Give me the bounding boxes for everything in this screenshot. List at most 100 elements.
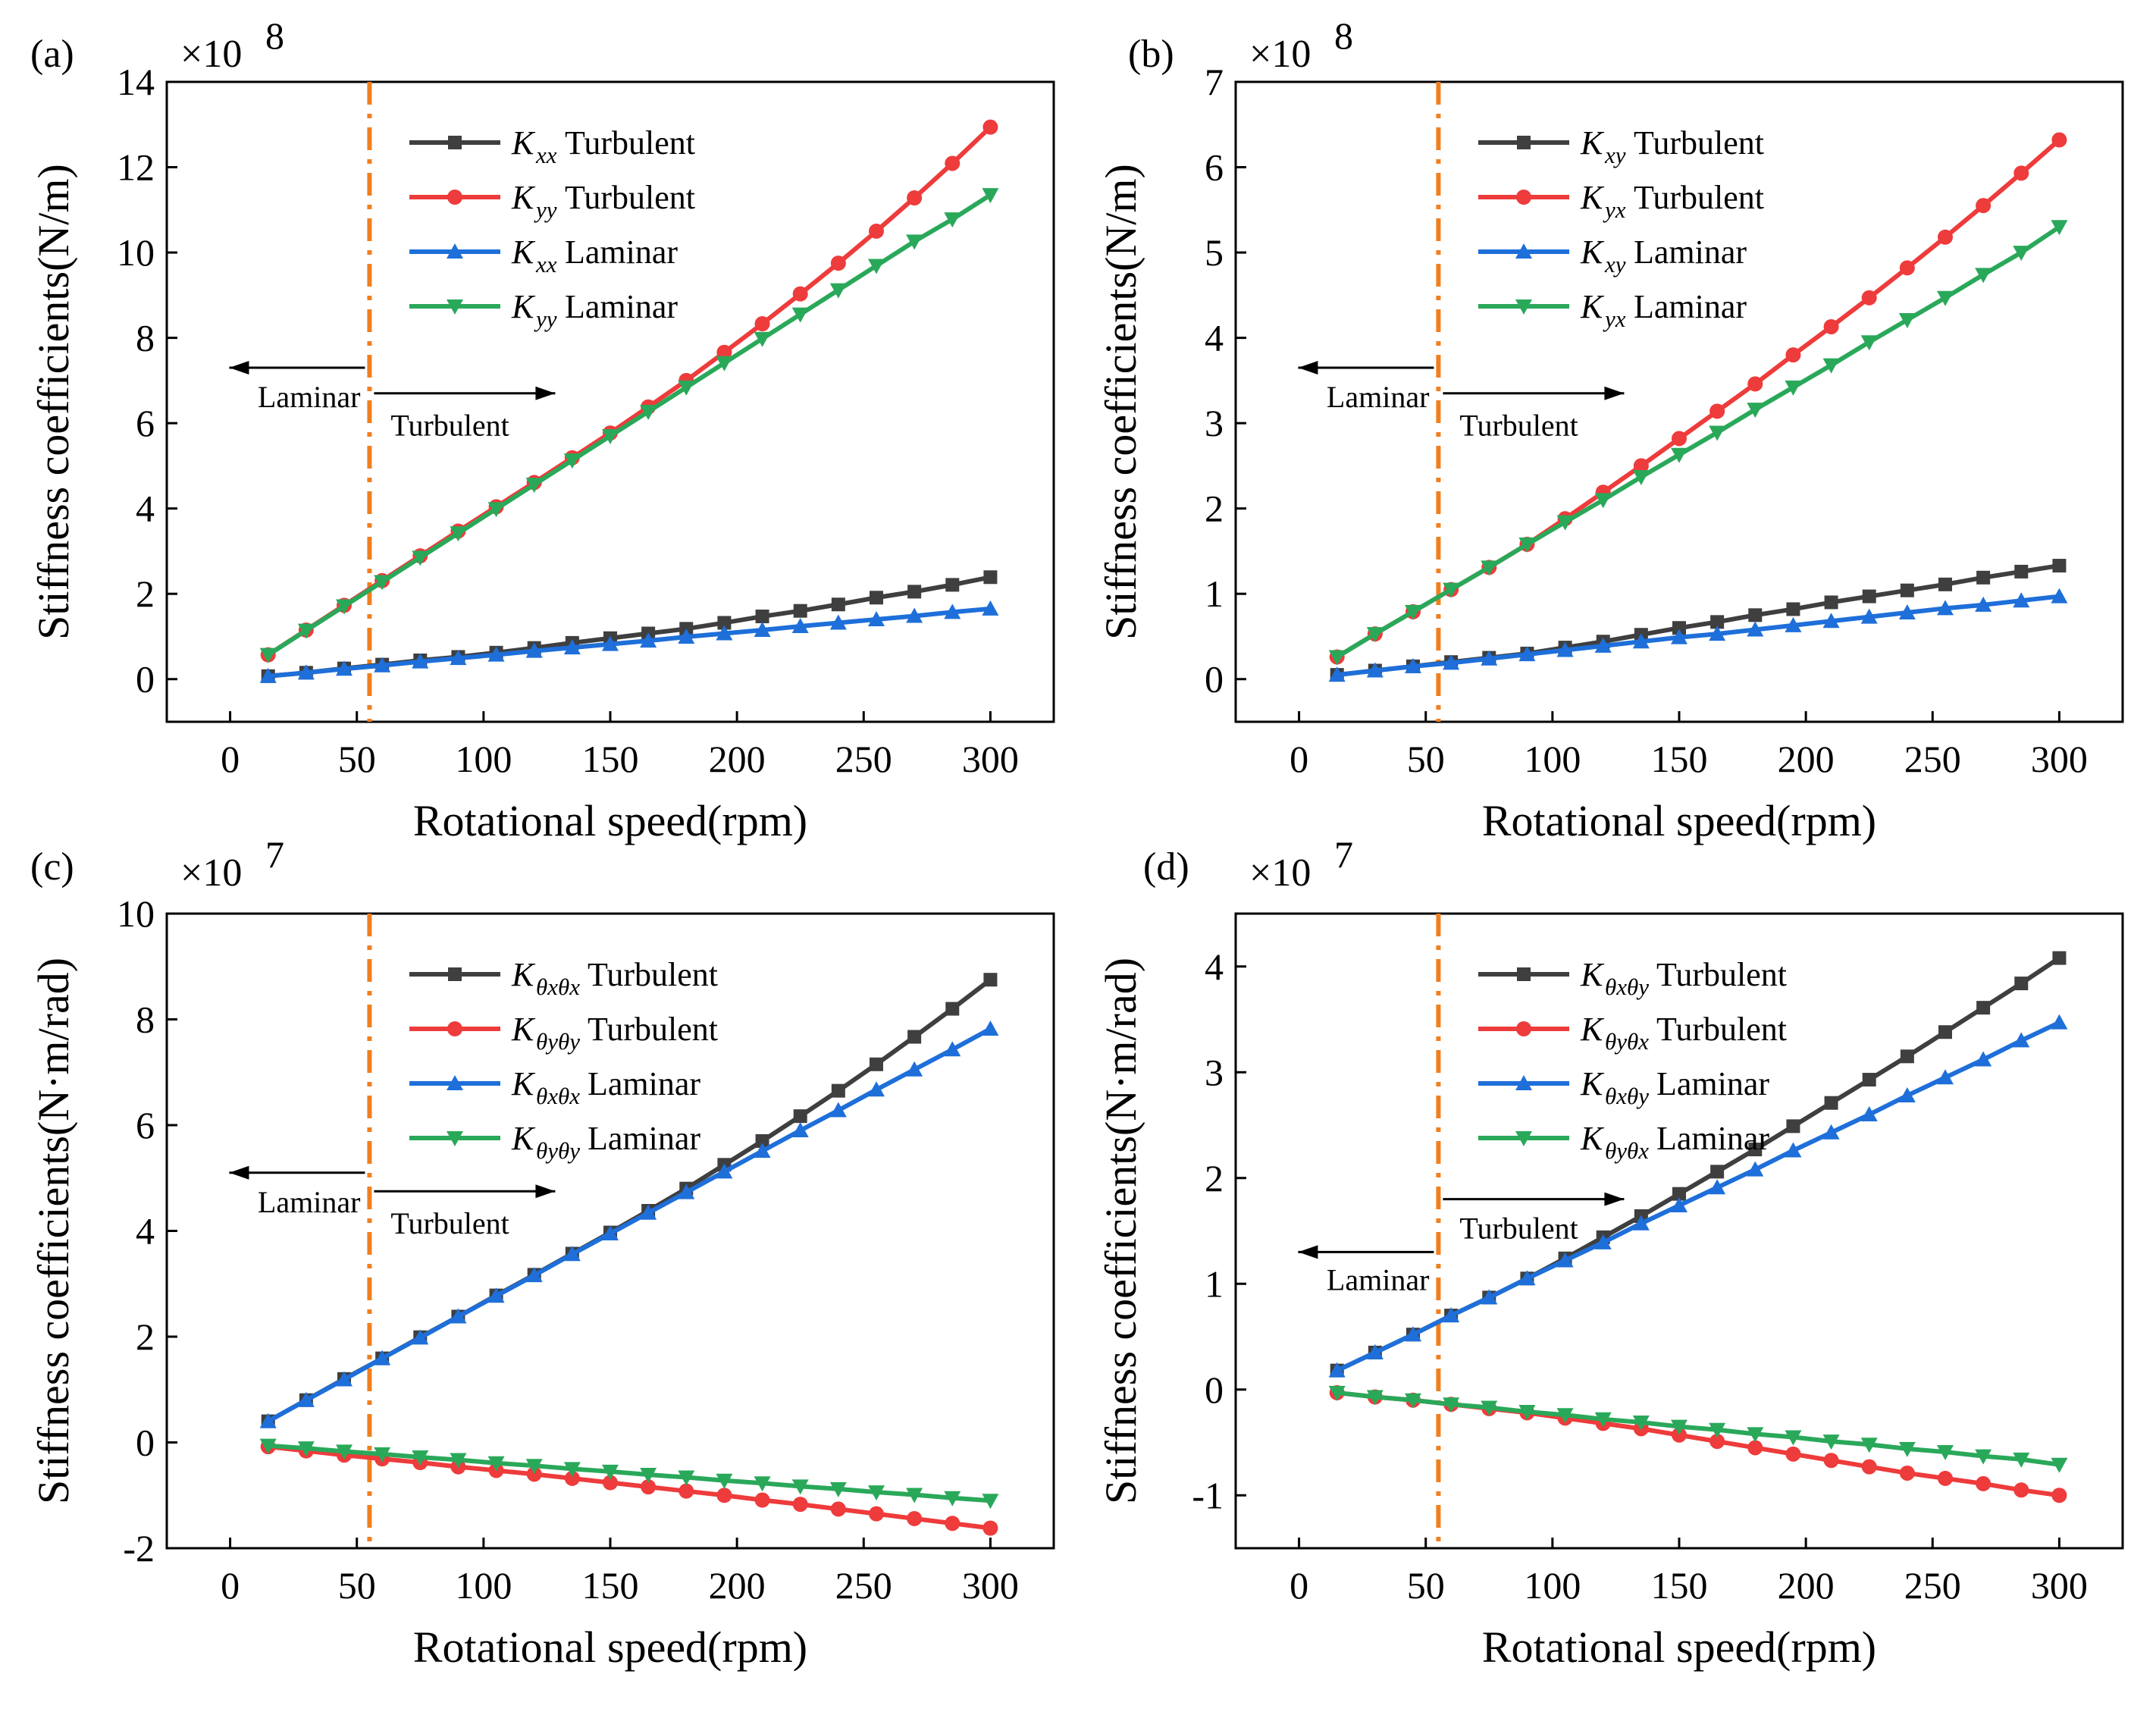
y-tick-label: -2: [123, 1527, 155, 1569]
x-tick-label: 300: [962, 1564, 1019, 1607]
legend-label: Turbulent: [588, 956, 718, 993]
x-tick-label: 250: [1904, 738, 1961, 780]
x-tick-label: 150: [582, 1564, 639, 1607]
data-point: [1405, 1393, 1421, 1409]
data-point: [678, 1184, 695, 1199]
annotation-turbulent: Turbulent: [390, 409, 509, 443]
data-point: [755, 1133, 769, 1148]
data-point: [1710, 615, 1725, 629]
data-point: [602, 429, 619, 445]
x-tick-label: 100: [1524, 1564, 1581, 1607]
data-point: [1443, 654, 1460, 670]
data-point: [1822, 1434, 1840, 1450]
chart-panel-4: 0 50 100 150 200 250 300 -1 0 1 2 3 4 Rotational spee…: [1096, 833, 2124, 1672]
arrow-turbulent: [374, 1184, 556, 1199]
data-point: [450, 1453, 467, 1469]
data-point: [1785, 1446, 1801, 1462]
data-point: [2051, 588, 2068, 604]
data-point: [945, 1516, 960, 1532]
data-point: [1671, 1419, 1688, 1435]
data-point: [412, 653, 429, 669]
arrow-laminar: [229, 1165, 365, 1180]
data-point: [1747, 403, 1764, 419]
data-point: [1594, 637, 1612, 653]
legend-label: Laminar: [565, 234, 678, 271]
legend-subscript: xx: [535, 142, 557, 168]
legend-marker: [448, 136, 462, 149]
data-point: [1937, 600, 1954, 616]
y-tick-label: 2: [136, 572, 155, 615]
legend-marker: [1516, 1021, 1531, 1036]
data-point: [487, 646, 505, 662]
data-point: [716, 344, 732, 360]
data-point: [716, 1163, 733, 1179]
data-point: [829, 614, 847, 630]
data-point: [259, 647, 277, 663]
data-point: [1366, 627, 1384, 643]
data-point: [640, 632, 657, 648]
data-point: [525, 478, 543, 494]
data-point: [944, 1041, 961, 1057]
data-point: [1443, 1397, 1460, 1413]
data-point: [1822, 358, 1840, 374]
y-tick-label: 6: [136, 402, 155, 444]
panel-label: (c): [30, 845, 74, 889]
data-point: [1748, 608, 1763, 622]
legend-marker: [447, 1131, 463, 1146]
x-tick-label: 150: [582, 738, 639, 780]
data-point: [336, 660, 353, 676]
data-point: [297, 623, 315, 639]
series-line-3: [268, 606, 991, 679]
x-tick-label: 100: [1524, 738, 1581, 780]
data-point: [792, 1497, 808, 1513]
data-point: [1785, 1430, 1802, 1446]
chart-panel-2: 0 50 100 150 200 250 300 0 1 2 3 4 5 6 7 Rotational spe…: [1096, 14, 2124, 845]
legend-subscript: θyθx: [1605, 1028, 1649, 1055]
legend-label: Laminar: [1634, 288, 1747, 325]
arrow-laminar: [1298, 360, 1434, 375]
data-point: [564, 1470, 580, 1486]
data-point: [1860, 608, 1878, 624]
legend-k: K: [1580, 234, 1605, 271]
data-point: [1594, 1234, 1612, 1249]
x-tick-label: 150: [1651, 1564, 1708, 1607]
x-tick-label: 300: [962, 738, 1019, 780]
legend-label: Turbulent: [1656, 1011, 1787, 1048]
data-point: [450, 1308, 467, 1324]
data-point: [1937, 1445, 1954, 1461]
axis-scale-exponent: 7: [265, 833, 284, 876]
legend-k: K: [511, 956, 536, 993]
data-point: [1709, 425, 1726, 441]
annotation-laminar: Laminar: [1327, 1262, 1430, 1296]
legend-label: Laminar: [1634, 234, 1747, 271]
data-point: [2013, 1482, 2029, 1498]
data-point: [1938, 1470, 1953, 1486]
legend-marker: [447, 1075, 463, 1090]
data-point: [1899, 1465, 1915, 1481]
data-point: [678, 1483, 694, 1499]
data-point: [2013, 165, 2029, 181]
data-point: [678, 1470, 695, 1486]
y-tick-label: 2: [1205, 1157, 1224, 1199]
data-point: [1518, 1270, 1536, 1286]
data-point: [1709, 1422, 1726, 1438]
data-point: [563, 639, 581, 655]
y-tick-label: 10: [117, 892, 155, 935]
legend-k: K: [511, 234, 536, 271]
legend-subscript: yx: [1603, 196, 1626, 223]
x-tick-label: 200: [1778, 1564, 1835, 1607]
data-point: [640, 1468, 657, 1484]
y-tick-label: 0: [136, 1422, 155, 1464]
data-point: [1786, 602, 1800, 616]
y-tick-label: 6: [136, 1104, 155, 1146]
data-point: [754, 331, 771, 347]
legend-marker: [1515, 1075, 1532, 1090]
data-point: [792, 286, 808, 302]
chart-panel-1: 0 50 100 150 200 250 300 0 2 4 6 8 10 12 14 Rotational …: [29, 14, 1055, 845]
legend-k: K: [1580, 1065, 1605, 1102]
annotation-turbulent: Turbulent: [1459, 409, 1578, 443]
legend-subscript: yx: [1603, 306, 1626, 332]
data-point: [1785, 380, 1802, 396]
data-point: [336, 1371, 353, 1387]
data-point: [2051, 1488, 2067, 1503]
